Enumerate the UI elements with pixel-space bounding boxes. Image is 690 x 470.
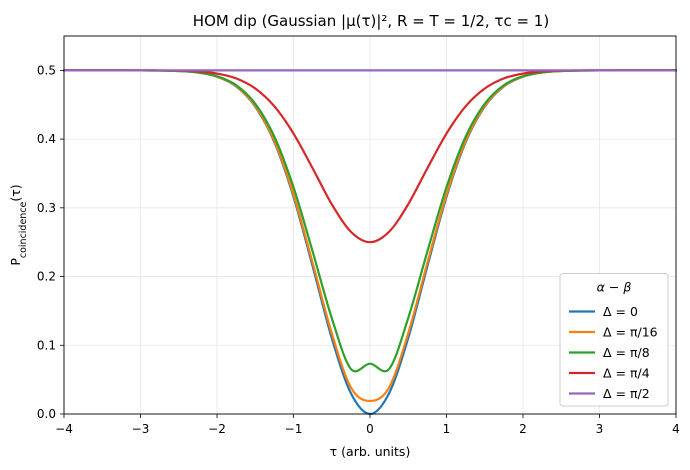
legend-label: Δ = π/4: [603, 366, 650, 381]
x-tick-label: −4: [55, 422, 73, 436]
x-tick-label: 1: [443, 422, 451, 436]
x-tick-label: −3: [132, 422, 150, 436]
x-tick-label: −1: [285, 422, 303, 436]
x-tick-label: 0: [366, 422, 374, 436]
y-tick-label: 0.3: [37, 201, 56, 215]
x-tick-label: 4: [672, 422, 680, 436]
legend-label: Δ = π/16: [603, 325, 658, 340]
y-tick-label: 0.0: [37, 407, 56, 421]
y-tick-label: 0.4: [37, 132, 56, 146]
series-lines: [62, 69, 678, 416]
y-tick-label: 0.2: [37, 270, 56, 284]
x-tick-label: −2: [208, 422, 226, 436]
legend-label: Δ = π/8: [603, 345, 650, 360]
chart-title: HOM dip (Gaussian |μ(τ)|², R = T = 1/2, …: [193, 12, 549, 30]
y-tick-label: 0.5: [37, 63, 56, 77]
x-tick-label: 2: [519, 422, 527, 436]
legend-title: α − β: [597, 280, 632, 295]
y-axis-label: Pcoincidence(τ): [8, 184, 29, 265]
axis-ticks: −4 −3 −2 −1 0 1 2 3 4 0.0 0.1 0.2 0.3 0.4 0.5: [37, 63, 680, 436]
legend-label: Δ = 0: [603, 304, 638, 319]
legend-label: Δ = π/2: [603, 386, 650, 401]
y-tick-label: 0.1: [37, 338, 56, 352]
legend: α − β Δ = 0 Δ = π/16 Δ = π/8 Δ = π/4 Δ = π/2: [559, 273, 669, 407]
x-axis-label: τ (arb. units): [330, 444, 411, 459]
x-tick-label: 3: [596, 422, 604, 436]
